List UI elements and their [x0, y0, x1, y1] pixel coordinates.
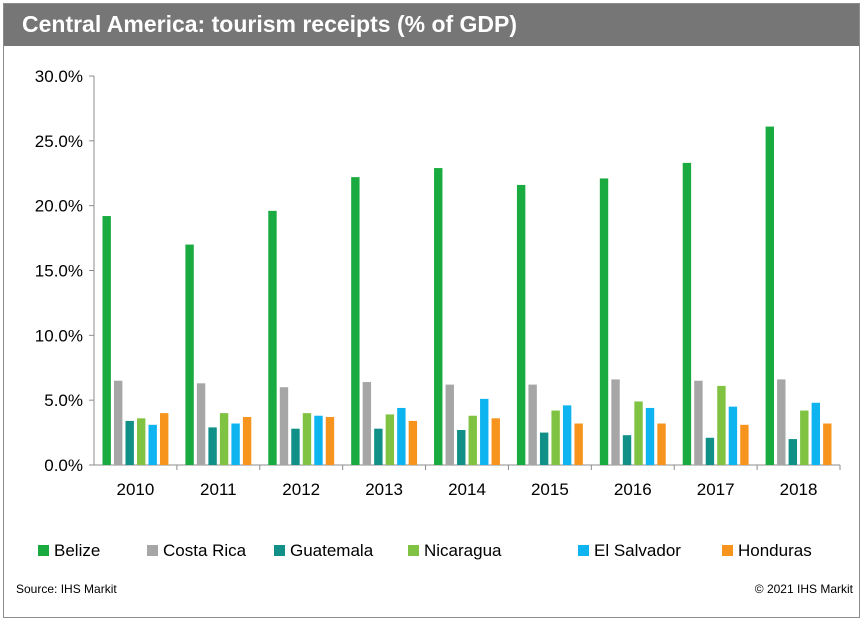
bar-belize	[268, 210, 277, 465]
bar-honduras	[574, 423, 583, 465]
chart-frame: Central America: tourism receipts (% of …	[3, 3, 860, 618]
legend-swatch	[722, 545, 733, 556]
bar-guatemala	[622, 435, 632, 465]
bar-belize	[102, 216, 111, 465]
legend-label: Belize	[54, 541, 100, 560]
y-tick-label: 20.0%	[35, 197, 83, 216]
x-tick-label: 2010	[117, 480, 155, 499]
x-tick-label: 2013	[365, 480, 403, 499]
bar-el-salvador	[645, 407, 655, 465]
bar-costa-rica	[611, 379, 620, 465]
bar-nicaragua	[717, 385, 726, 465]
legend-label: Nicaragua	[424, 541, 502, 560]
bar-el-salvador	[231, 423, 240, 465]
bar-nicaragua	[468, 415, 477, 465]
bar-costa-rica	[196, 383, 206, 465]
bar-guatemala	[291, 428, 300, 465]
bar-costa-rica	[279, 387, 289, 465]
y-tick-label: 0.0%	[44, 456, 83, 475]
x-tick-label: 2011	[200, 480, 237, 499]
bar-nicaragua	[551, 410, 560, 465]
legend-swatch	[408, 545, 419, 556]
bar-el-salvador	[480, 398, 489, 465]
legend-swatch	[147, 545, 158, 556]
x-tick-label: 2017	[697, 480, 735, 499]
bar-honduras	[657, 423, 666, 465]
bar-guatemala	[374, 428, 383, 465]
y-tick-label: 15.0%	[35, 262, 83, 281]
bar-honduras	[242, 417, 252, 465]
bar-nicaragua	[634, 401, 643, 465]
legend-label: El Salvador	[594, 541, 681, 560]
bar-costa-rica	[113, 380, 123, 465]
y-tick-label: 5.0%	[44, 391, 83, 410]
legend-label: Honduras	[738, 541, 812, 560]
bar-belize	[682, 162, 692, 466]
y-tick-label: 30.0%	[35, 67, 83, 86]
x-tick-label: 2015	[531, 480, 569, 499]
bar-nicaragua	[219, 413, 229, 465]
bar-costa-rica	[362, 382, 372, 465]
legend-swatch	[274, 545, 285, 556]
x-tick-label: 2012	[282, 480, 320, 499]
legend-swatch	[38, 545, 49, 556]
bar-guatemala	[788, 439, 798, 465]
copyright-note: © 2021 IHS Markit	[754, 582, 853, 596]
bar-honduras	[325, 417, 335, 465]
bar-nicaragua	[800, 410, 809, 465]
bar-guatemala	[208, 427, 217, 465]
bar-guatemala	[539, 432, 549, 465]
bar-guatemala	[457, 429, 466, 465]
bar-el-salvador	[397, 407, 406, 465]
bar-costa-rica	[445, 384, 454, 465]
x-tick-label: 2014	[448, 480, 486, 499]
bar-nicaragua	[385, 414, 395, 465]
bar-el-salvador	[148, 424, 157, 465]
y-tick-label: 25.0%	[35, 132, 83, 151]
source-note: Source: IHS Markit	[16, 582, 117, 596]
x-tick-label: 2016	[614, 480, 652, 499]
bar-belize	[765, 126, 775, 465]
bar-belize	[351, 177, 360, 465]
bar-guatemala	[705, 437, 715, 465]
bar-honduras	[740, 424, 749, 465]
legend-label: Costa Rica	[163, 541, 247, 560]
x-tick-label: 2018	[780, 480, 818, 499]
bar-nicaragua	[302, 413, 312, 465]
bar-costa-rica	[694, 380, 703, 465]
bar-el-salvador	[728, 406, 738, 465]
bar-belize	[434, 168, 443, 465]
bar-belize	[185, 244, 194, 465]
bar-el-salvador	[811, 402, 821, 465]
bar-honduras	[408, 420, 418, 465]
bar-belize	[599, 178, 609, 466]
bar-guatemala	[125, 420, 134, 465]
bar-costa-rica	[777, 379, 786, 465]
bar-el-salvador	[314, 415, 323, 465]
title-bar: Central America: tourism receipts (% of …	[4, 4, 859, 46]
bar-el-salvador	[562, 405, 572, 465]
y-tick-label: 10.0%	[35, 326, 83, 345]
legend-label: Guatemala	[290, 541, 374, 560]
bar-honduras	[491, 418, 500, 465]
chart-title: Central America: tourism receipts (% of …	[22, 11, 518, 37]
bar-belize	[516, 184, 526, 466]
bar-costa-rica	[528, 384, 537, 465]
bar-nicaragua	[136, 418, 146, 465]
bar-honduras	[159, 413, 169, 465]
legend-swatch	[578, 545, 589, 556]
bar-honduras	[823, 423, 832, 465]
